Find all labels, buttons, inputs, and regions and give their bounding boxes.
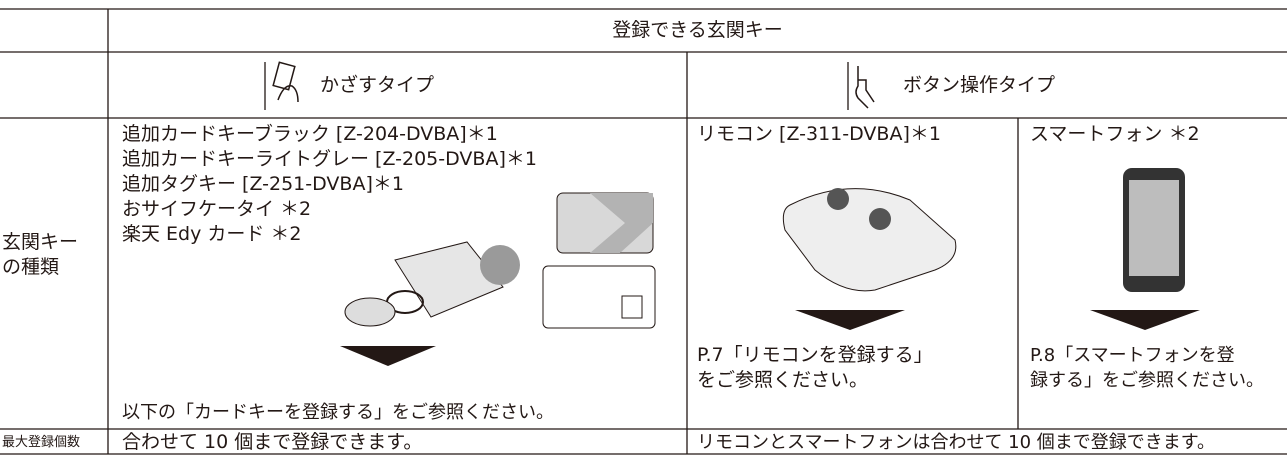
row-label: 最大登録個数	[2, 435, 81, 450]
row-label: 玄関キー	[2, 231, 79, 253]
card-item: おサイフケータイ ＊2	[122, 198, 312, 220]
remote-title: リモコン [Z-311-DVBA]＊1	[697, 123, 941, 145]
max-count: 合わせて 10 個まで登録できます。	[122, 431, 423, 453]
arrow	[340, 346, 436, 366]
card-illustration	[344, 192, 656, 329]
phone-note: P.8「スマートフォンを登	[1030, 345, 1235, 366]
card-item: 追加カードキーブラック [Z-204-DVBA]＊1	[122, 123, 498, 145]
type-label: かざすタイプ	[320, 74, 435, 96]
max-count: リモコンとスマートフォンは合わせて 10 個まで登録できます。	[697, 432, 1216, 453]
remote-note: をご参照ください。	[697, 369, 869, 391]
card-note: 以下の「カードキーを登録する」をご参照ください。	[122, 402, 554, 423]
button-icon	[847, 62, 875, 110]
phone-note: 録する」をご参照ください。	[1030, 370, 1264, 391]
row-label: の種類	[2, 256, 60, 278]
card-item: 追加タグキー [Z-251-DVBA]＊1	[122, 173, 404, 195]
type-label: ボタン操作タイプ	[903, 74, 1056, 96]
card-item: 追加カードキーライトグレー [Z-205-DVBA]＊1	[122, 148, 537, 170]
arrow	[795, 310, 905, 330]
remote-illustration	[782, 188, 957, 292]
phone-illustration	[1123, 168, 1185, 292]
remote-note: P.7「リモコンを登録する」	[697, 344, 933, 366]
card-item: 楽天 Edy カード ＊2	[122, 223, 302, 245]
arrow	[1090, 310, 1200, 330]
tap-icon	[264, 61, 299, 110]
phone-title: スマートフォン ＊2	[1030, 123, 1200, 145]
header: 登録できる玄関キー	[612, 19, 783, 41]
